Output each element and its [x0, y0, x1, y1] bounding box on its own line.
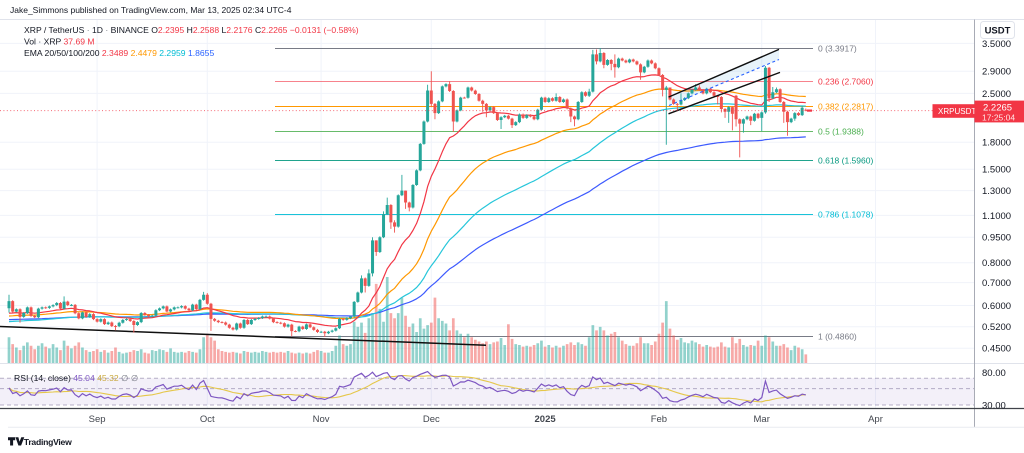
- svg-text:0.9500: 0.9500: [982, 233, 1011, 244]
- svg-text:1.5000: 1.5000: [982, 165, 1011, 176]
- svg-text:Vol · XRP 37.69 M: Vol · XRP 37.69 M: [24, 37, 95, 47]
- svg-text:3.5000: 3.5000: [982, 39, 1011, 50]
- svg-text:0.382 (2.2817): 0.382 (2.2817): [818, 102, 873, 112]
- svg-text:30.00: 30.00: [982, 400, 1006, 411]
- svg-text:0.7000: 0.7000: [982, 278, 1011, 289]
- svg-text:Jake_Simmons published on Trad: Jake_Simmons published on TradingView.co…: [10, 5, 292, 15]
- svg-text:0.4500: 0.4500: [982, 344, 1011, 355]
- svg-text:1 (0.4860): 1 (0.4860): [818, 332, 857, 342]
- svg-text:Mar: Mar: [754, 414, 770, 425]
- svg-text:XRP / TetherUS · 1D · BINANCE: XRP / TetherUS · 1D · BINANCE O2.2395 H2…: [24, 25, 359, 35]
- svg-text:0.236 (2.7060): 0.236 (2.7060): [818, 77, 873, 87]
- svg-text:2025: 2025: [535, 414, 557, 425]
- svg-text:XRPUSDT: XRPUSDT: [938, 107, 976, 116]
- svg-text:TradingView: TradingView: [24, 437, 72, 447]
- svg-text:0 (3.3917): 0 (3.3917): [818, 44, 857, 54]
- svg-text:2.2265: 2.2265: [983, 102, 1012, 113]
- svg-text:RSI (14, close) 45.04 45.32 ∅: RSI (14, close) 45.04 45.32 ∅ ∅: [14, 373, 139, 383]
- svg-text:0.786 (1.1078): 0.786 (1.1078): [818, 210, 873, 220]
- svg-text:Feb: Feb: [651, 414, 667, 425]
- svg-text:Apr: Apr: [868, 414, 883, 425]
- svg-text:Dec: Dec: [423, 414, 440, 425]
- svg-text:0.618 (1.5960): 0.618 (1.5960): [818, 156, 873, 166]
- svg-text:0.5200: 0.5200: [982, 322, 1011, 333]
- svg-text:EMA 20/50/100/200 2.3489 2.4: EMA 20/50/100/200 2.3489 2.4479 2.2959 1…: [24, 48, 214, 58]
- svg-text:17:25:04: 17:25:04: [982, 112, 1015, 122]
- svg-text:80.00: 80.00: [982, 368, 1006, 379]
- svg-text:2.9000: 2.9000: [982, 67, 1011, 78]
- svg-text:2.5000: 2.5000: [982, 89, 1011, 100]
- svg-text:Sep: Sep: [89, 414, 106, 425]
- svg-text:0.6000: 0.6000: [982, 301, 1011, 312]
- svg-text:1.8000: 1.8000: [982, 138, 1011, 149]
- svg-text:Oct: Oct: [200, 414, 215, 425]
- svg-text:1.1000: 1.1000: [982, 211, 1011, 222]
- svg-text:USDT: USDT: [985, 26, 1011, 37]
- svg-text:1.3000: 1.3000: [982, 186, 1011, 197]
- svg-text:0.8000: 0.8000: [982, 258, 1011, 269]
- svg-text:0.5 (1.9388): 0.5 (1.9388): [818, 127, 864, 137]
- svg-text:Nov: Nov: [313, 414, 330, 425]
